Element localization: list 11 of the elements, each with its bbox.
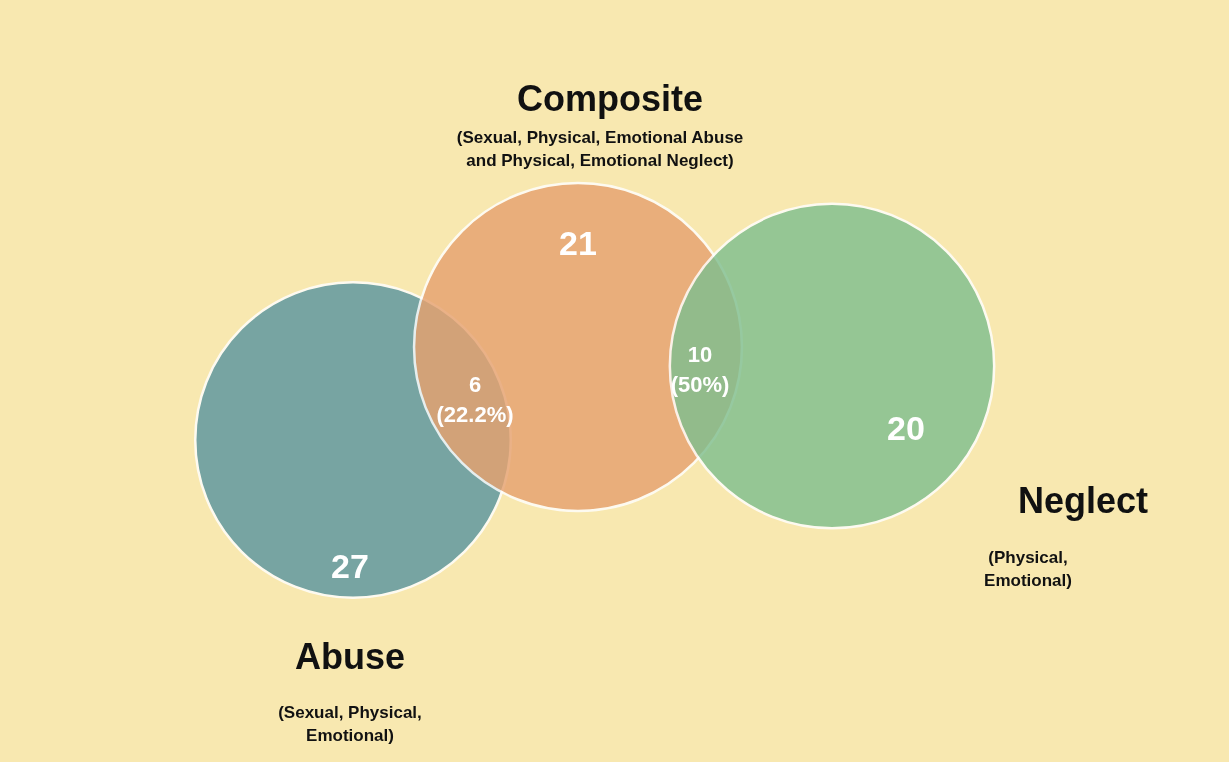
category-label: Abuse	[294, 636, 406, 677]
data-label: 20	[887, 409, 925, 447]
text: 10 (50%)	[670, 342, 730, 397]
category-label: Neglect	[1018, 480, 1149, 521]
category-label: Composite	[516, 78, 704, 119]
text: (Sexual, Physical, Emotional)	[278, 703, 422, 745]
text: (Physical, Emotional)	[984, 548, 1072, 590]
text: (Sexual, Physical, Emotional Abuse and Physical, Emotional Neglect)	[456, 128, 744, 170]
data-label: 27	[331, 547, 369, 585]
data-label: 21	[559, 224, 597, 262]
text: 6 (22.2%)	[436, 372, 514, 427]
